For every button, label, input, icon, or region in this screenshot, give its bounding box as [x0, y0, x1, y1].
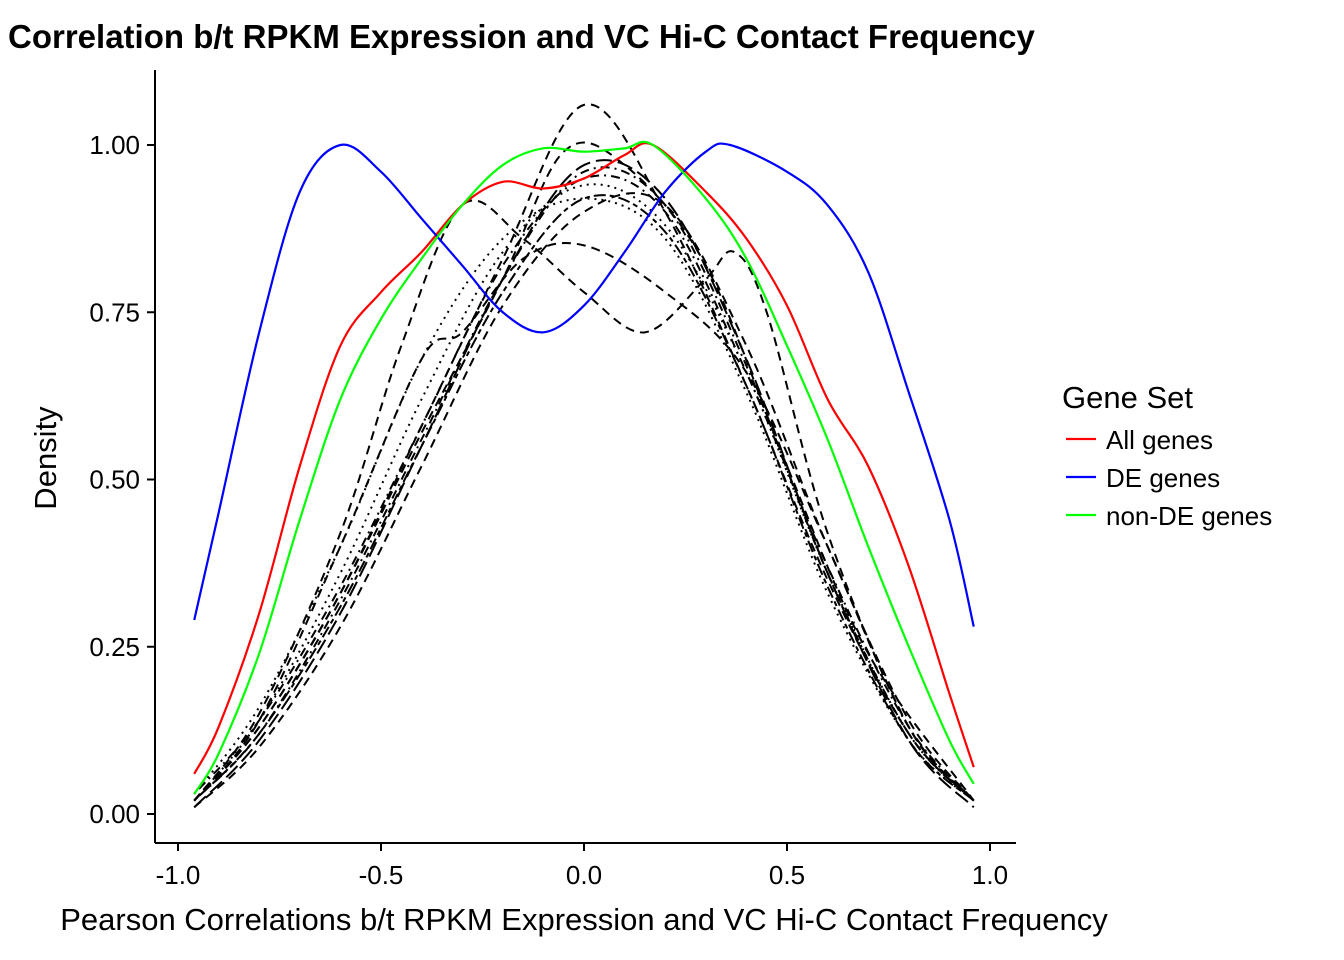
y-axis-label: Density	[28, 406, 63, 510]
x-tick-label: 1.0	[972, 860, 1008, 890]
background-density-line-4	[193, 183, 975, 802]
background-density-line-11	[193, 166, 975, 802]
legend-label: non-DE genes	[1106, 501, 1272, 531]
plot-area	[193, 103, 975, 809]
chart-title: Correlation b/t RPKM Expression and VC H…	[8, 18, 1035, 55]
legend-label: All genes	[1106, 425, 1213, 455]
legend-item: non-DE genes	[1066, 501, 1272, 531]
density-line-non-de-genes	[193, 140, 975, 795]
legend-item: DE genes	[1066, 463, 1220, 493]
y-tick-label: 0.75	[89, 297, 140, 327]
y-tick-label: 0.25	[89, 632, 140, 662]
legend-label: DE genes	[1106, 463, 1220, 493]
background-density-line-5	[193, 174, 975, 802]
density-line-de-genes	[193, 142, 975, 627]
x-tick-label: 0.5	[769, 860, 805, 890]
axis-ticks: 0.00 0.25 0.50 0.75 1.00 -1.0 -0.5 0.0 0.5 1.0	[89, 130, 1008, 890]
density-line-all-genes	[193, 142, 975, 775]
y-tick-label: 0.00	[89, 799, 140, 829]
background-density-line-2	[193, 199, 975, 802]
x-axis-label: Pearson Correlations b/t RPKM Expression…	[60, 902, 1108, 937]
x-tick-label: -1.0	[156, 860, 201, 890]
x-tick-label: 0.0	[566, 860, 602, 890]
background-density-line-10	[193, 192, 975, 809]
x-tick-label: -0.5	[359, 860, 404, 890]
background-density-line-9	[193, 197, 975, 802]
background-density-line-8	[193, 141, 975, 802]
legend-title: Gene Set	[1062, 380, 1193, 415]
y-tick-label: 0.50	[89, 465, 140, 495]
background-density-line-7	[193, 194, 975, 802]
legend: Gene Set All genes DE genes non-DE genes	[1062, 380, 1272, 531]
y-tick-label: 1.00	[89, 130, 140, 160]
legend-item: All genes	[1066, 425, 1213, 455]
background-density-line-6	[193, 159, 975, 809]
background-density-line-1	[193, 103, 975, 802]
background-density-line-3	[193, 242, 975, 802]
